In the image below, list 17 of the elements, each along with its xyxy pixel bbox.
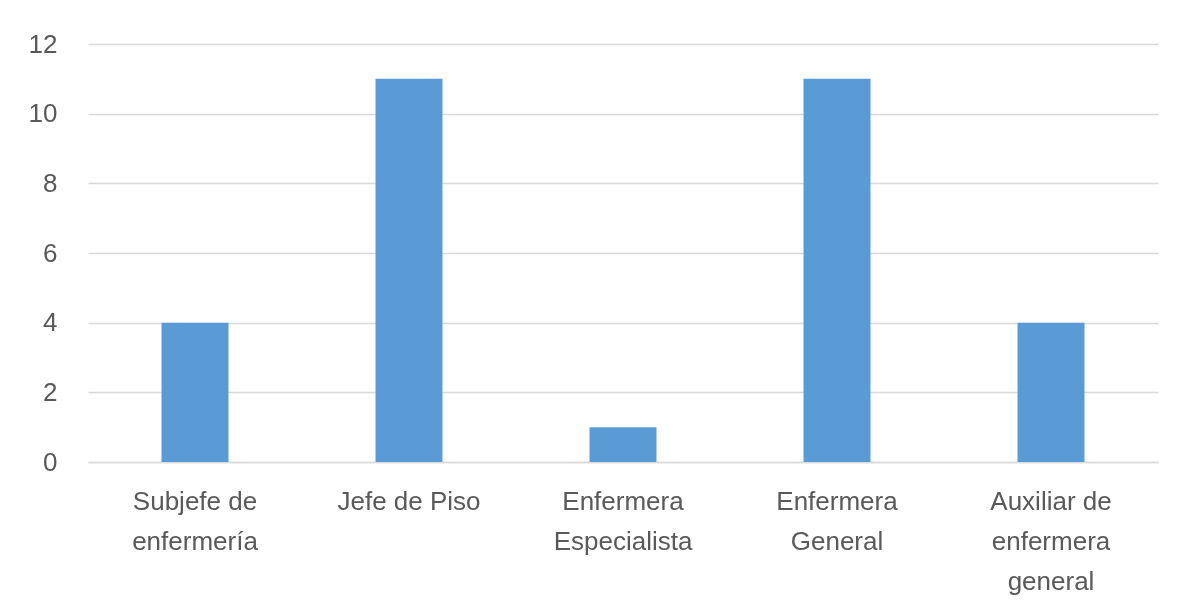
x-tick-label: Jefe de Piso [337,485,481,516]
x-tick-label: Auxiliar de enfermera general [990,485,1112,596]
y-tick-label: 8 [43,167,58,198]
x-tick-label: Enfermera Especialista [553,485,693,556]
y-tick-label: 2 [43,376,58,407]
bar [1017,322,1085,462]
bar [375,78,443,462]
y-tick-label: 6 [43,237,58,268]
bar [589,427,657,462]
y-tick-label: 10 [28,98,58,129]
y-tick-label: 4 [43,307,58,338]
bar [161,322,229,462]
bar [803,78,871,462]
x-tick-label: Enfermera General [776,485,899,556]
x-tick-label: Subjefe de enfermería [132,485,259,556]
y-tick-label: 12 [28,28,58,59]
y-tick-label: 0 [43,446,58,477]
